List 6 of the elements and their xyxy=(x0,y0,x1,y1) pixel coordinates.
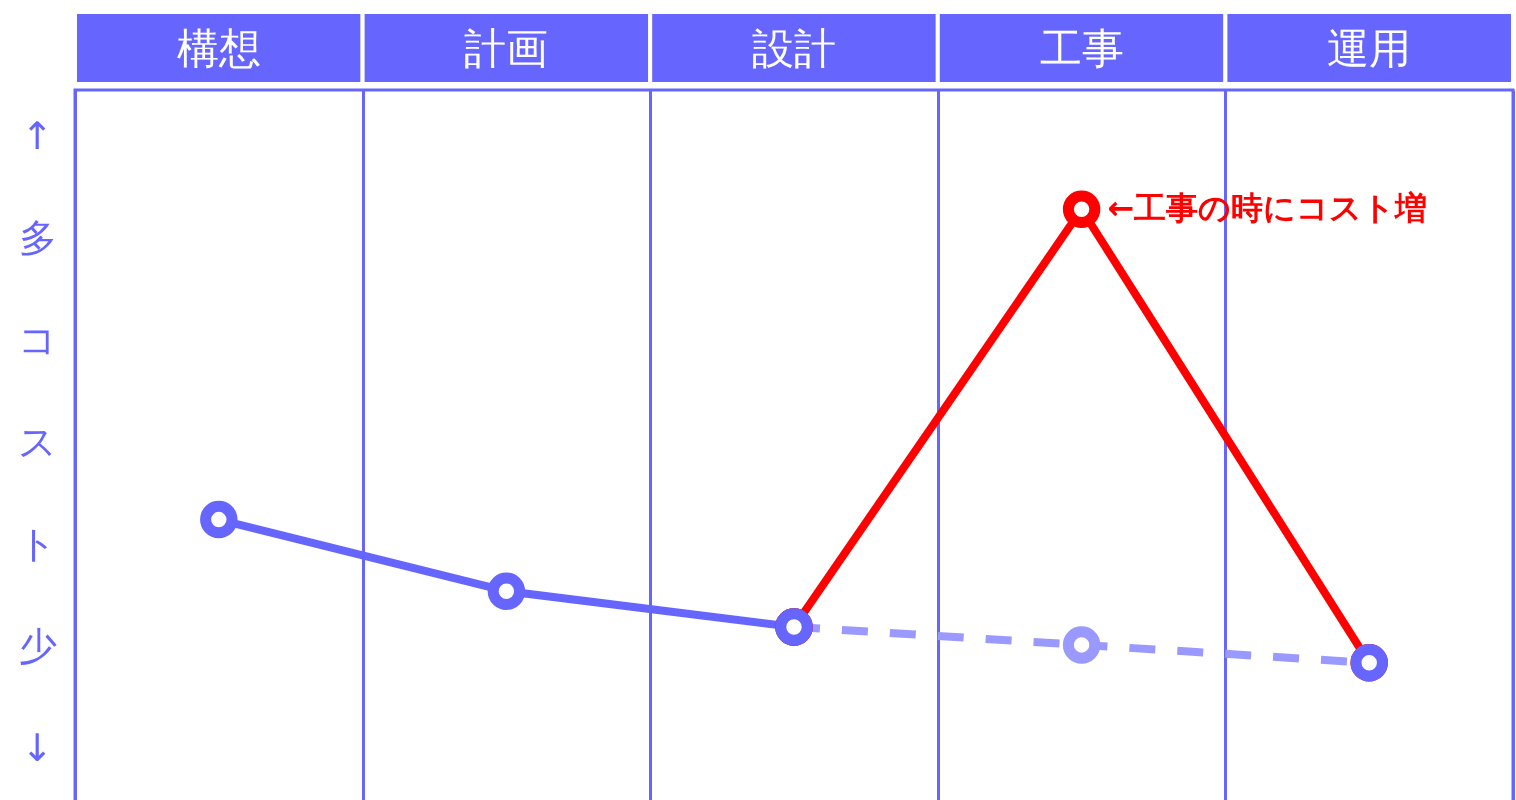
x-tick-label: 運用 xyxy=(1327,24,1412,73)
x-tick-label: 設計 xyxy=(752,24,836,73)
x-tick-label: 工事 xyxy=(1039,24,1124,73)
x-tick-label: 計画 xyxy=(464,24,549,73)
text: ↑多コスト少↓ xyxy=(18,113,57,770)
x-tick-label: 構想 xyxy=(176,24,261,73)
